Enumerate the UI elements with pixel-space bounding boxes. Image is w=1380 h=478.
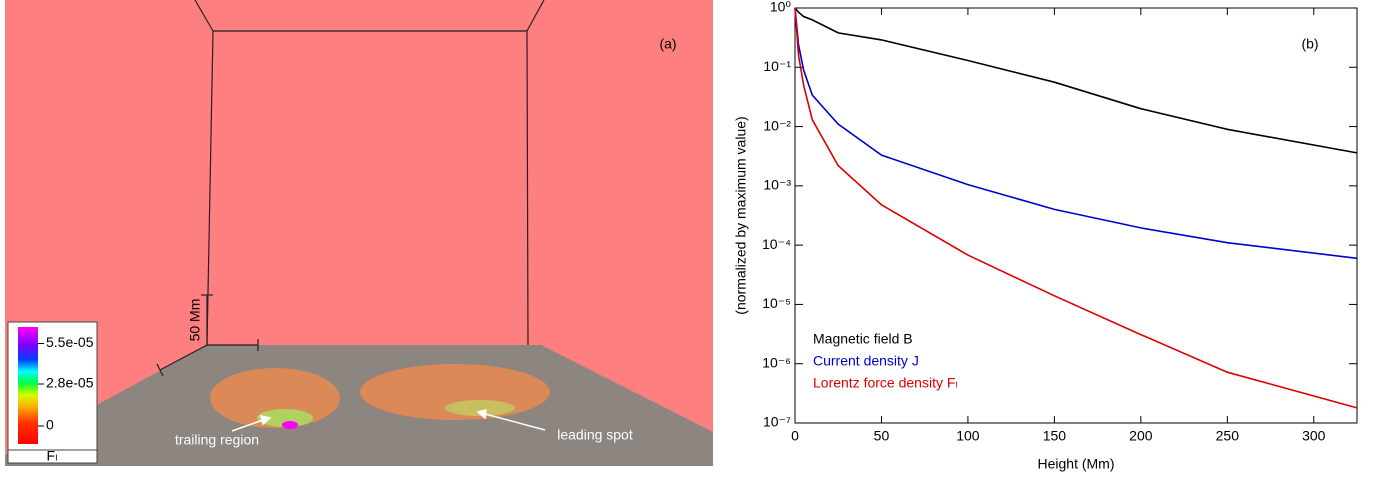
x-axis-label: Height (Mm) — [1037, 456, 1114, 472]
legend-entry: Current density J — [813, 353, 919, 369]
y-axis-label: (normalized by maximum value) — [733, 116, 749, 314]
y-tick-label: 10⁻⁶ — [762, 354, 791, 370]
data-line — [794, 7, 1358, 409]
x-tick-label: 50 — [874, 428, 890, 444]
colorbar-title: Fₗ — [47, 448, 58, 464]
panel-a: 50 Mm (a) trailing region leading spot F… — [5, 0, 713, 466]
x-tick-label: 300 — [1302, 428, 1326, 444]
y-tick-label: 10⁻⁴ — [762, 236, 791, 252]
data-line — [794, 7, 1358, 260]
colorbar-tick-label: 5.5e-05 — [46, 334, 94, 350]
x-tick-label: 250 — [1216, 428, 1240, 444]
x-tick-label: 150 — [1043, 428, 1067, 444]
x-tick-label: 100 — [956, 428, 980, 444]
floor — [5, 345, 713, 466]
x-tick-label: 200 — [1129, 428, 1153, 444]
y-tick-label: 10⁻⁵ — [762, 295, 791, 311]
annotation: leading spot — [557, 427, 633, 443]
colorbar — [18, 327, 38, 444]
y-tick-label: 10⁻³ — [763, 177, 791, 193]
blob — [257, 409, 313, 427]
y-tick-label: 10⁻¹ — [763, 58, 791, 74]
plot-frame — [794, 7, 1358, 424]
annotation: trailing region — [175, 432, 259, 448]
y-tick-label: 10⁻² — [763, 117, 791, 133]
y-tick-label: 10⁰ — [770, 0, 792, 15]
box-lines — [156, 0, 545, 377]
arrows — [231, 409, 546, 432]
blob — [282, 421, 298, 429]
legend-entry: Magnetic field B — [813, 331, 913, 347]
legend-entry: Lorentz force density Fₗ — [813, 375, 958, 391]
panel-label: (a) — [659, 36, 676, 52]
colorbar-tick-label: 0 — [46, 417, 54, 433]
scale-label: 50 Mm — [187, 299, 203, 342]
x-tick-label: 0 — [791, 428, 799, 444]
y-tick-label: 10⁻⁷ — [763, 414, 791, 430]
data-line — [794, 7, 1358, 154]
blob — [445, 400, 515, 416]
colorbar-tick-label: 2.8e-05 — [46, 375, 94, 391]
panel-label: (b) — [1301, 36, 1318, 52]
